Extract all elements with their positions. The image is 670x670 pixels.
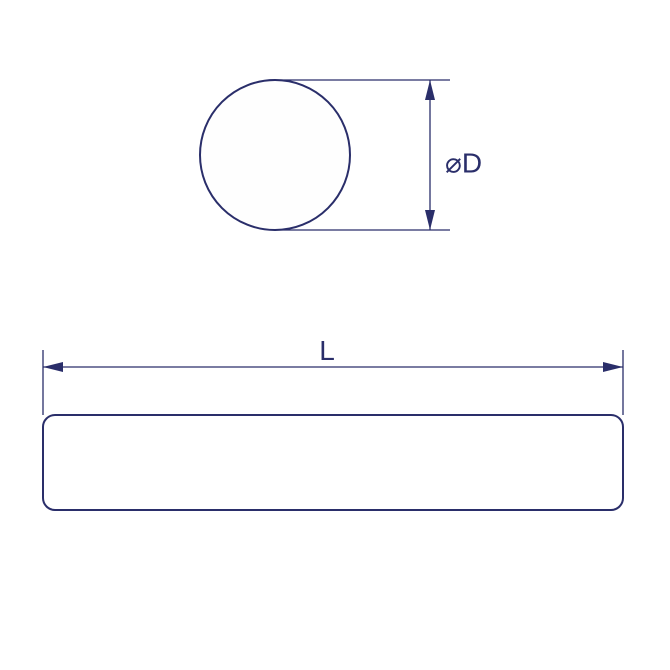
length-arrow-left — [43, 362, 63, 372]
length-label: L — [319, 335, 335, 366]
rod-cross-section — [200, 80, 350, 230]
length-arrow-right — [603, 362, 623, 372]
diameter-label: ⌀D — [445, 147, 482, 178]
rod-side-view — [43, 415, 623, 510]
diameter-arrow-bottom — [425, 210, 435, 230]
diameter-arrow-top — [425, 80, 435, 100]
